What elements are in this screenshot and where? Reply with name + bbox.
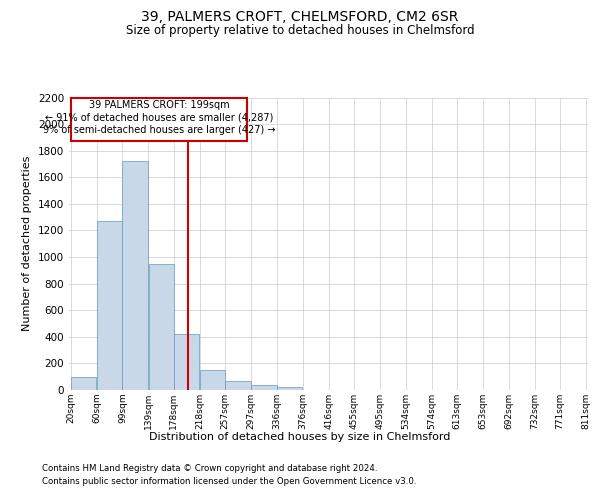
Text: 9% of semi-detached houses are larger (427) →: 9% of semi-detached houses are larger (4… <box>43 125 275 135</box>
Bar <box>277 388 302 390</box>
Text: Contains public sector information licensed under the Open Government Licence v3: Contains public sector information licen… <box>42 477 416 486</box>
Text: Size of property relative to detached houses in Chelmsford: Size of property relative to detached ho… <box>125 24 475 37</box>
Bar <box>251 386 277 390</box>
Bar <box>200 370 225 390</box>
Text: Contains HM Land Registry data © Crown copyright and database right 2024.: Contains HM Land Registry data © Crown c… <box>42 464 377 473</box>
Bar <box>226 380 251 390</box>
Y-axis label: Number of detached properties: Number of detached properties <box>22 156 32 332</box>
Bar <box>149 264 174 390</box>
Text: ← 91% of detached houses are smaller (4,287): ← 91% of detached houses are smaller (4,… <box>44 112 273 122</box>
FancyBboxPatch shape <box>71 98 247 142</box>
Text: Distribution of detached houses by size in Chelmsford: Distribution of detached houses by size … <box>149 432 451 442</box>
Text: 39, PALMERS CROFT, CHELMSFORD, CM2 6SR: 39, PALMERS CROFT, CHELMSFORD, CM2 6SR <box>142 10 458 24</box>
Bar <box>97 221 122 390</box>
Bar <box>71 376 96 390</box>
Bar <box>174 334 199 390</box>
Text: 39 PALMERS CROFT: 199sqm: 39 PALMERS CROFT: 199sqm <box>89 100 229 110</box>
Bar <box>122 162 148 390</box>
